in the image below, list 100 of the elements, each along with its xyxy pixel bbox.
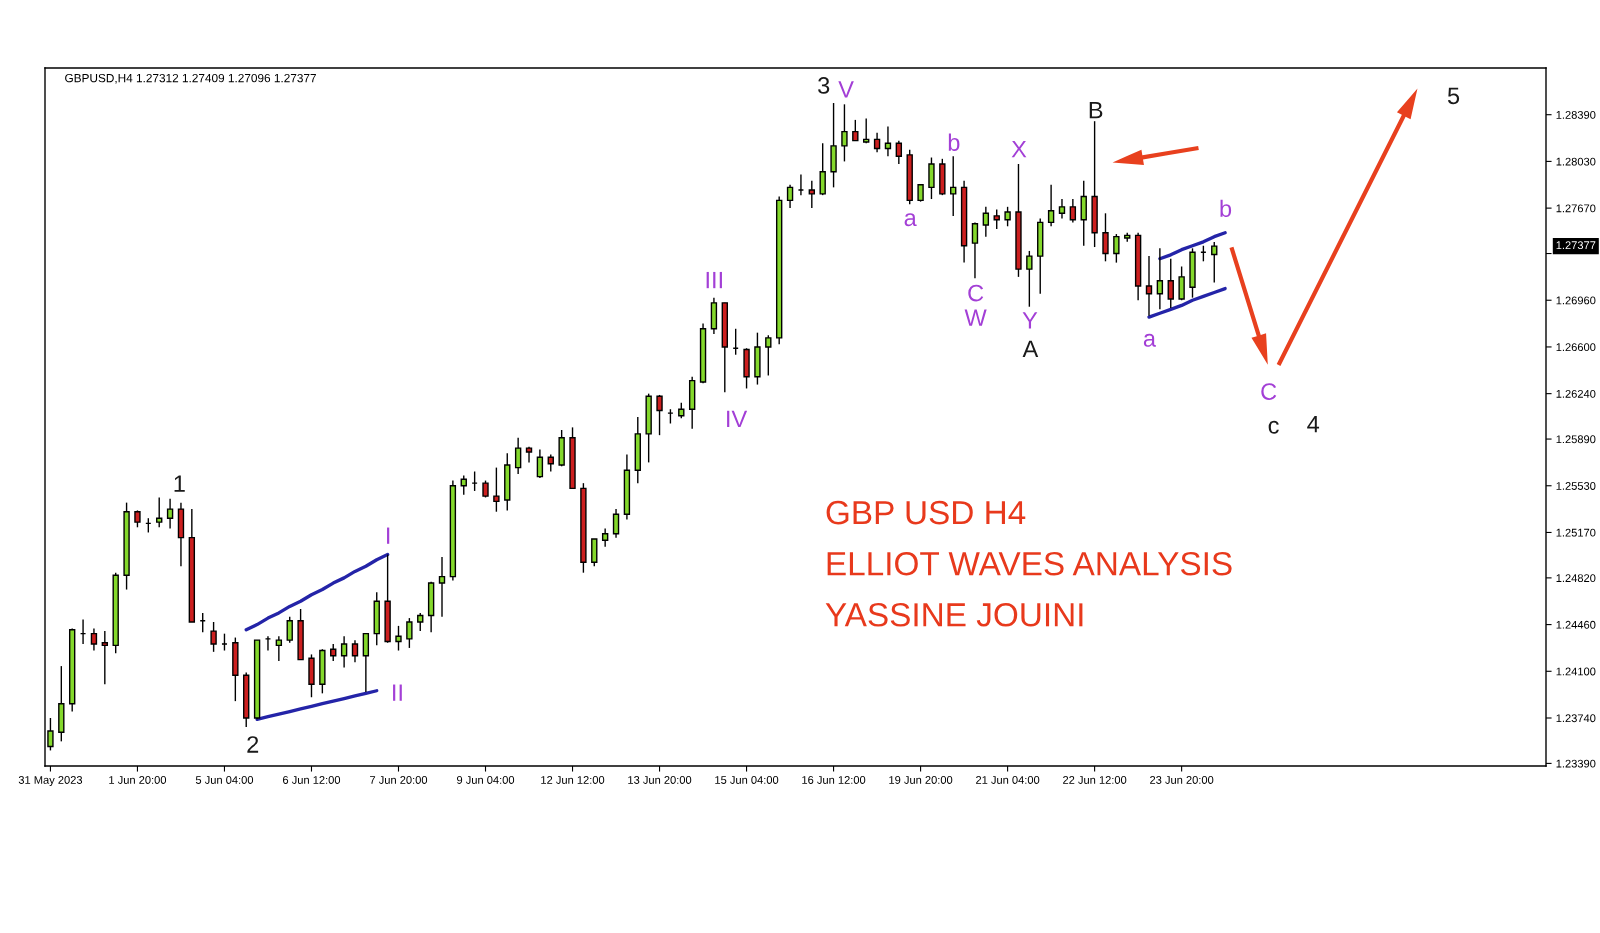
line-series: [1158, 231, 1227, 261]
y-tick-label: 1.26960: [1556, 296, 1596, 305]
y-tick-label: 1.28390: [1556, 110, 1596, 119]
x-tick-label: 19 Jun 20:00: [889, 776, 953, 784]
x-tick-label: 9 Jun 04:00: [457, 776, 515, 784]
x-tick-label: 16 Jun 12:00: [802, 776, 866, 784]
candlestick: [493, 466, 500, 513]
text: 1.27377: [1556, 241, 1596, 250]
annotation: W: [964, 309, 987, 326]
candlestick: [417, 612, 424, 632]
annotation: c: [1268, 420, 1279, 434]
x-tick-label: 7 Jun 20:00: [370, 776, 428, 784]
candlestick: [362, 632, 370, 693]
y-tick-label: 1.26600: [1556, 343, 1596, 352]
x-tick-label: 23 Jun 20:00: [1150, 776, 1214, 784]
candlestick: [591, 538, 598, 567]
annotation: II: [393, 684, 402, 701]
candlestick: [1211, 241, 1218, 284]
y-tick-label: 1.26240: [1556, 389, 1596, 398]
candlestick: [895, 139, 903, 165]
annotation: I: [387, 527, 390, 544]
candlestick: [1069, 198, 1077, 224]
annotation: V: [838, 81, 854, 98]
candlestick: [852, 119, 859, 142]
candlestick: [1004, 206, 1011, 227]
x-tick-label: 31 May 2023: [18, 776, 83, 787]
candlestick: [982, 206, 990, 238]
candlestick: [1178, 265, 1185, 301]
annotation: 2: [247, 736, 259, 753]
candlestick: [1102, 212, 1109, 263]
x-tick-label: 12 Jun 12:00: [541, 776, 605, 784]
candlestick: [536, 448, 544, 479]
candlestick: [156, 496, 163, 528]
annotation: 3: [818, 77, 830, 94]
annotation: YASSINE JOUINI: [825, 603, 1083, 627]
annotation: C: [1261, 383, 1277, 400]
candlestick: [873, 132, 881, 154]
line-series: [255, 689, 379, 721]
candlestick: [340, 635, 348, 669]
candlestick: [1145, 255, 1153, 317]
x-tick-label: 5 Jun 04:00: [195, 776, 254, 784]
y-tick-label: 1.25890: [1556, 435, 1596, 444]
candlestick: [286, 616, 293, 644]
candlestick: [275, 635, 283, 662]
x-tick-label: 6 Jun 12:00: [283, 776, 341, 784]
x-tick-label: 15 Jun 04:00: [715, 776, 779, 784]
candlestick: [395, 625, 402, 652]
candlestick: [884, 125, 892, 157]
candlestick: [166, 498, 174, 530]
candlestick: [438, 556, 446, 618]
y-tick-label: 1.24820: [1556, 574, 1596, 583]
candlestick: [612, 508, 620, 539]
line-series: [1147, 286, 1227, 319]
candlestick: [101, 630, 109, 685]
y-tick-label: 1.23390: [1556, 759, 1596, 768]
annotation: X: [1011, 140, 1027, 158]
x-tick-label: 13 Jun 20:00: [628, 776, 692, 784]
annotation: a: [1143, 333, 1156, 347]
annotation: C: [968, 284, 984, 302]
annotation: GBP USD H4: [826, 500, 1026, 525]
line-series: [244, 552, 390, 632]
candlestick: [928, 156, 935, 200]
candlestick: [1113, 233, 1120, 264]
candlestick: [1080, 180, 1087, 247]
candlestick: [210, 621, 217, 653]
candlestick: [601, 527, 609, 548]
x-tick-label: 1 Jun 20:00: [109, 776, 167, 784]
annotation: b: [948, 133, 960, 151]
y-tick-label: 1.27670: [1556, 204, 1596, 213]
annotation: Y: [1022, 312, 1038, 329]
candlestick: [1156, 247, 1164, 311]
annotation: B: [1089, 101, 1103, 119]
annotation: ELLIOT WAVES ANALYSIS: [827, 551, 1232, 576]
candlestick: [863, 117, 870, 144]
annotation: a: [904, 213, 917, 227]
candlestick: [1026, 250, 1033, 308]
candlestick: [1058, 198, 1066, 220]
candlestick: [90, 627, 98, 652]
candlestick: [765, 334, 772, 377]
candlestick: [819, 142, 826, 196]
y-tick-label: 1.23740: [1556, 714, 1596, 723]
candlestick: [1167, 258, 1174, 309]
annotation: 5: [1447, 87, 1460, 105]
x-tick-label: 21 Jun 04:00: [976, 776, 1040, 784]
chart-title: GBPUSD,H4 1.27312 1.27409 1.27096 1.27377: [65, 73, 316, 84]
candlestick: [1047, 184, 1055, 227]
annotation: b: [1220, 199, 1232, 218]
y-tick-label: 1.28030: [1556, 157, 1596, 166]
y-tick-label: 1.25170: [1556, 528, 1596, 537]
candlestick: [841, 103, 848, 163]
x-tick-label: 22 Jun 12:00: [1063, 776, 1127, 784]
annotation: III: [706, 271, 722, 289]
candlestick: [786, 184, 794, 209]
candlestick: [656, 394, 663, 436]
candlestick: [808, 180, 816, 209]
candlestick: [950, 155, 957, 217]
candlestick: [406, 617, 413, 649]
y-tick-label: 1.24100: [1556, 667, 1596, 676]
candlestick: [351, 639, 359, 663]
annotation: A: [1022, 340, 1039, 357]
